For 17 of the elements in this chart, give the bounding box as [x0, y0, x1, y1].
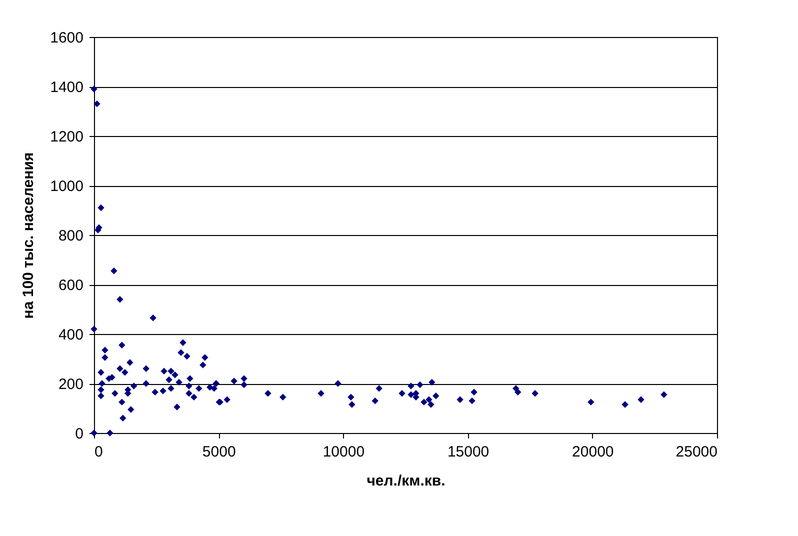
y-tick-label: 1400: [50, 79, 84, 96]
x-tick-label: 15000: [447, 444, 490, 460]
x-tick-label: 5000: [202, 444, 236, 460]
x-tick-label: 0: [94, 444, 103, 460]
y-tick-label: 1200: [50, 128, 84, 146]
y-tick-label: 0: [75, 426, 84, 442]
y-tick-label: 1000: [50, 178, 84, 195]
x-axis-title: чел./км.кв.: [366, 472, 446, 490]
y-tick-label: 800: [58, 228, 84, 244]
x-tick-label: 25000: [676, 444, 718, 460]
x-tick-label: 10000: [322, 444, 365, 460]
y-tick-label: 600: [58, 277, 84, 294]
y-tick-label: 200: [58, 376, 84, 393]
y-axis-title: на 100 тыс. населения: [20, 152, 38, 319]
y-tick-label: 1600: [50, 30, 84, 46]
y-tick-label: 400: [58, 326, 84, 344]
x-tick-label: 20000: [572, 444, 614, 460]
